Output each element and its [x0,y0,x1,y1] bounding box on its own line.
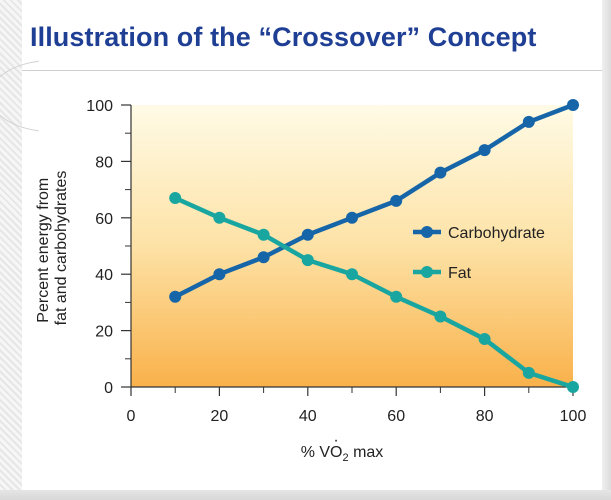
data-point [434,310,447,323]
y-tick-label: 40 [95,267,113,284]
x-axis-label-subscript: 2 [343,452,349,464]
data-point [213,268,226,281]
data-point [257,228,270,241]
legend-label: Carbohydrate [448,225,545,242]
data-point [522,366,535,379]
data-point [213,211,226,224]
legend: Carbohydrate Fat [413,225,545,282]
x-tick-label: 20 [211,408,229,425]
data-point [169,192,182,205]
data-point [346,211,358,224]
data-point [346,268,358,281]
legend-marker [421,266,433,278]
y-tick-label: 0 [104,380,113,397]
series-fat [169,192,579,393]
x-tick-label: 80 [476,408,494,425]
slide-right-edge [602,0,611,490]
plot-area [131,105,573,387]
y-tick-label: 20 [95,324,113,341]
series-line [174,102,574,299]
series-line [174,196,574,390]
x-axis-label-v-dot: · [333,432,338,449]
data-point [390,194,403,207]
x-tick-label: 60 [387,408,405,425]
x-tick-label: 40 [299,408,317,425]
y-tick-label: 100 [86,98,113,115]
data-point [169,290,182,303]
data-point [257,251,270,264]
x-tick-label: 0 [127,408,136,425]
data-point [301,254,314,267]
x-axis-label-prefix: % [301,444,320,461]
y-tick-label: 80 [95,154,113,171]
legend-marker [421,226,433,238]
x-tick-label: 100 [560,408,587,425]
slide-title: Illustration of the “Crossover” Concept [30,22,537,52]
y-tick-label: 60 [95,211,113,228]
axes: 0 20 40 60 80 100 0 20 40 60 80 100 [86,98,586,425]
data-point [434,166,447,179]
x-axis-label-suffix: max [349,444,384,461]
title-divider [22,70,602,71]
series-layer [169,99,579,393]
slide-bottom-band [0,490,611,500]
x-axis-label-o: O [330,444,342,461]
y-axis-label: Percent energy from fat and carbohydrate… [35,171,70,326]
y-axis-label-line1: Percent energy from [35,178,52,323]
data-point [301,228,314,241]
data-point [478,333,491,346]
y-axis-label-line2: fat and carbohydrates [53,171,70,326]
series-carbohydrate [169,99,579,303]
data-point [390,290,403,303]
legend-label: Fat [448,265,472,282]
data-point [522,115,535,128]
data-point [567,381,579,393]
x-axis-label: % VO2 max [301,444,384,464]
x-axis-label-v: V [319,444,330,461]
data-point [478,144,491,157]
data-point [567,99,579,111]
